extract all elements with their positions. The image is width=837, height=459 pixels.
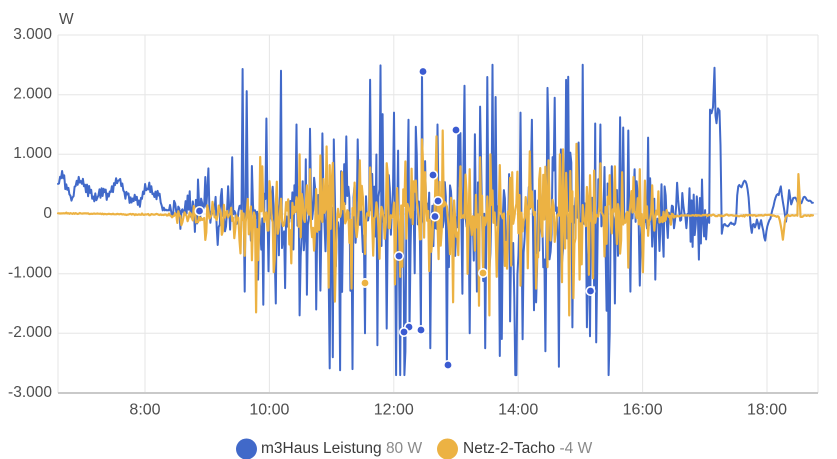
svg-text:W: W xyxy=(59,11,74,28)
svg-text:-1.000: -1.000 xyxy=(8,265,52,282)
svg-text:m3Haus Leistung 80 W: m3Haus Leistung 80 W xyxy=(261,440,422,457)
svg-text:12:00: 12:00 xyxy=(374,402,414,419)
svg-text:-3.000: -3.000 xyxy=(8,384,52,401)
svg-text:2.000: 2.000 xyxy=(13,86,52,103)
svg-text:1.000: 1.000 xyxy=(13,145,52,162)
svg-text:18:00: 18:00 xyxy=(747,402,787,419)
svg-text:0: 0 xyxy=(43,205,52,222)
svg-text:14:00: 14:00 xyxy=(498,402,538,419)
svg-text:16:00: 16:00 xyxy=(623,402,663,419)
svg-text:3.000: 3.000 xyxy=(13,26,52,43)
svg-text:8:00: 8:00 xyxy=(129,402,160,419)
svg-text:-2.000: -2.000 xyxy=(8,324,52,341)
svg-text:Netz-2-Tacho -4 W: Netz-2-Tacho -4 W xyxy=(463,440,593,457)
svg-text:10:00: 10:00 xyxy=(249,402,289,419)
